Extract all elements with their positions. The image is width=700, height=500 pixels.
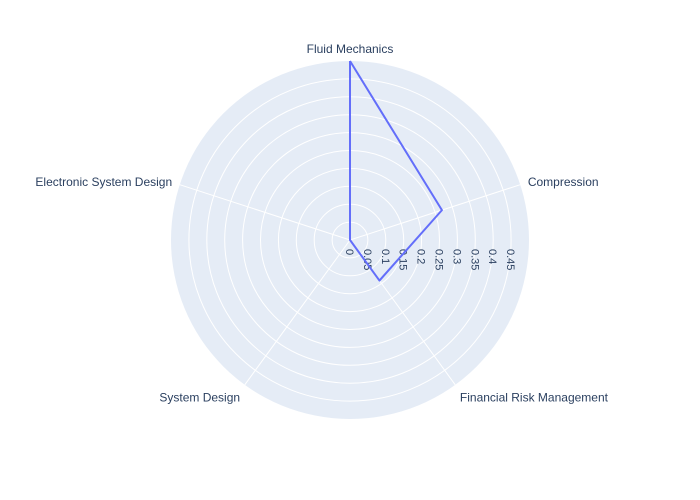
radial-tick-label: 0.2 [415, 249, 427, 264]
grid-spoke [179, 184, 351, 241]
category-label: System Design [159, 390, 240, 404]
radial-tick-label: 0.35 [468, 249, 480, 270]
category-label: Fluid Mechanics [307, 42, 394, 56]
category-labels: Fluid Mechanics Compression Financial Risk… [35, 42, 608, 404]
radial-tick-labels: 0 0.05 0.1 0.15 0.2 0.25 0.3 0.35 0.4 0.45 [343, 249, 516, 270]
radial-tick-label: 0.1 [379, 249, 391, 264]
radial-tick-label: 0.25 [433, 249, 445, 270]
category-label: Compression [528, 175, 599, 189]
radial-tick-label: 0.15 [397, 249, 409, 270]
radial-tick-label: 0.45 [504, 249, 516, 270]
data-points [349, 60, 442, 281]
category-label: Financial Risk Management [460, 390, 609, 404]
radial-tick-label: 0.3 [450, 249, 462, 264]
radial-tick-label: 0 [343, 249, 355, 255]
grid-spoke [244, 239, 351, 386]
radial-tick-label: 0.05 [361, 249, 373, 270]
category-label: Electronic System Design [35, 175, 172, 189]
grid-spoke [349, 184, 521, 241]
radial-tick-label: 0.4 [486, 249, 498, 264]
